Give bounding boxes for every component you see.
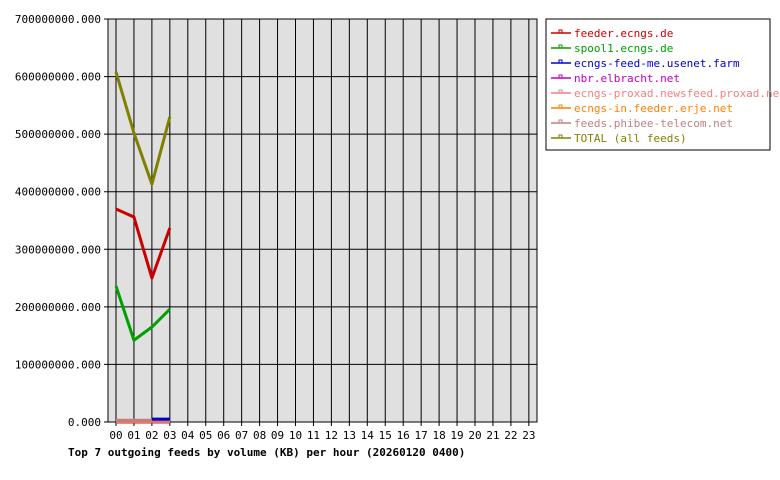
- plot-area: [107, 18, 538, 423]
- legend-marker: [558, 104, 563, 109]
- legend-label: nbr.elbracht.net: [574, 72, 680, 85]
- legend-label: spool1.ecngs.de: [574, 42, 673, 55]
- x-tick-label: 05: [199, 429, 212, 442]
- x-tick-label: 19: [450, 429, 463, 442]
- legend-marker: [558, 29, 563, 34]
- x-tick-label: 18: [432, 429, 445, 442]
- y-tick-label: 700000000.000: [15, 13, 101, 26]
- legend-label: ecngs-in.feeder.erje.net: [574, 102, 733, 115]
- x-tick-label: 06: [217, 429, 230, 442]
- y-tick-label: 200000000.000: [15, 301, 101, 314]
- x-tick-label: 11: [307, 429, 320, 442]
- x-tick-label: 16: [397, 429, 410, 442]
- x-tick-label: 20: [468, 429, 481, 442]
- legend-marker: [558, 119, 563, 124]
- y-tick-label: 600000000.000: [15, 71, 101, 84]
- x-tick-label: 17: [415, 429, 428, 442]
- legend-label: TOTAL (all feeds): [574, 132, 687, 145]
- legend-marker: [558, 59, 563, 64]
- x-tick-label: 12: [325, 429, 338, 442]
- x-tick-label: 07: [235, 429, 248, 442]
- legend-label: ecngs-feed-me.usenet.farm: [574, 57, 740, 70]
- x-tick-label: 22: [504, 429, 517, 442]
- y-tick-label: 500000000.000: [15, 128, 101, 141]
- y-tick-label: 300000000.000: [15, 243, 101, 256]
- series-line: [115, 207, 172, 280]
- legend-marker: [558, 89, 563, 94]
- x-tick-label: 15: [379, 429, 392, 442]
- legend-label: feeder.ecngs.de: [574, 27, 673, 40]
- x-tick-label: 03: [163, 429, 176, 442]
- y-tick-label: 100000000.000: [15, 358, 101, 371]
- x-tick-label: 21: [486, 429, 499, 442]
- x-tick-label: 01: [127, 429, 140, 442]
- legend-label: ecngs-proxad.newsfeed.proxad.net: [574, 87, 780, 100]
- x-tick-label: 14: [361, 429, 375, 442]
- legend-label: feeds.phibee-telecom.net: [574, 117, 733, 130]
- series-line: [114, 71, 172, 186]
- x-tick-label: 02: [145, 429, 158, 442]
- x-tick-label: 23: [522, 429, 535, 442]
- legend-marker: [558, 44, 563, 49]
- x-tick-label: 09: [271, 429, 284, 442]
- legend-marker: [558, 134, 563, 139]
- x-tick-label: 10: [289, 429, 302, 442]
- x-tick-label: 00: [109, 429, 122, 442]
- x-tick-label: 08: [253, 429, 266, 442]
- legend-marker: [558, 74, 563, 79]
- y-tick-label: 0.000: [68, 416, 101, 429]
- legend: feeder.ecngs.de spool1.ecngs.de ecngs-feed…: [545, 18, 780, 151]
- y-tick-label: 400000000.000: [15, 186, 101, 199]
- chart-title: Top 7 outgoing feeds by volume (KB) per …: [68, 446, 465, 459]
- series-line: [114, 285, 171, 342]
- x-tick-label: 04: [181, 429, 195, 442]
- x-tick-label: 13: [343, 429, 356, 442]
